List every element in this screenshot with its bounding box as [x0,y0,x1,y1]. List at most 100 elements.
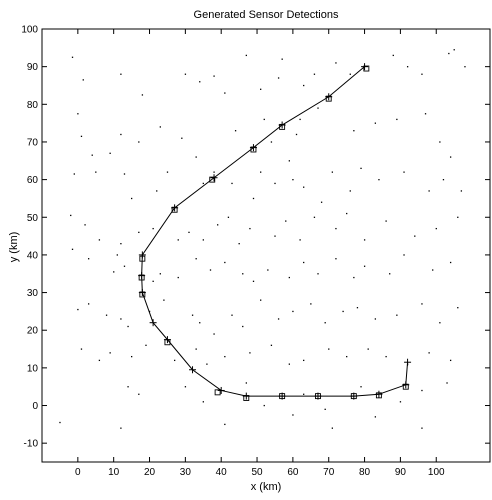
x-tick-label: 90 [395,467,407,478]
x-tick-label: 50 [251,467,263,478]
clutter-point [288,363,290,365]
clutter-point [335,258,337,260]
clutter-point [116,254,118,256]
clutter-point [374,416,377,418]
clutter-point [396,118,398,121]
detection-point [171,206,178,213]
track-point [149,319,157,327]
clutter-point [378,179,380,181]
clutter-point [303,359,305,362]
x-tick-label: 100 [428,467,445,478]
clutter-point [202,182,204,185]
clutter-point [80,135,83,138]
clutter-point [227,216,230,218]
clutter-point [131,197,133,200]
clutter-point [295,133,298,136]
clutter-point [71,248,74,250]
clutter-point [288,160,290,162]
x-axis-label: x (km) [251,481,282,493]
track-point [189,366,197,374]
clutter-point [159,126,161,128]
clutter-point [95,171,97,173]
clutter-point [435,227,437,230]
y-tick-label: 70 [27,137,39,148]
clutter-point [213,333,215,335]
y-tick-label: 60 [27,175,39,186]
clutter-point [120,133,122,136]
clutter-point [403,171,405,173]
clutter-point [224,261,226,264]
clutter-point [424,113,427,115]
clutter-point [385,220,387,222]
clutter-point [252,280,255,282]
clutter-point [184,73,187,75]
clutter-point [82,79,84,81]
x-tick-label: 20 [144,467,156,478]
detection-point [139,255,146,262]
clutter-point [120,243,122,245]
plot-area [41,28,491,463]
clutter-point [281,58,283,60]
clutter-point [77,113,79,115]
clutter-point [77,308,79,311]
clutter-point [374,318,377,320]
clutter-point [213,75,215,77]
clutter-point [360,386,362,388]
clutter-point [288,276,290,279]
clutter-point [313,73,316,75]
clutter-point [91,154,93,156]
y-tick-label: 50 [27,213,39,224]
clutter-point [109,152,111,154]
detection-point [250,146,257,153]
clutter-point [439,322,441,324]
clutter-point [120,427,122,429]
clutter-point [84,224,86,226]
clutter-point [421,73,423,75]
clutter-point [152,227,154,230]
clutter-point [260,171,262,173]
detection-point [279,123,286,130]
clutter-point [245,54,247,57]
detection-point [243,395,250,401]
clutter-point [159,273,161,275]
clutter-point [231,182,233,185]
clutter-point [163,299,165,301]
clutter-point [356,307,359,309]
clutter-point [328,348,330,350]
clutter-point [449,156,452,158]
clutter-point [145,344,147,346]
clutter-point [191,314,194,316]
clutter-point [123,173,126,175]
clutter-point [363,265,366,267]
y-tick-label: 0 [32,401,38,412]
clutter-point [87,258,90,260]
clutter-point [428,190,430,192]
clutter-point [177,239,179,241]
y-tick-label: -10 [24,439,39,450]
y-tick-label: 20 [27,326,39,337]
track-point [217,386,225,394]
clutter-point [446,382,448,384]
detection-point [375,392,382,399]
clutter-point [166,171,169,173]
clutter-point [113,271,115,273]
clutter-point [242,325,244,328]
detection-point [164,339,171,346]
clutter-point [263,404,265,407]
clutter-point [432,269,434,271]
detection-point [402,383,409,390]
clutter-point [59,421,61,424]
clutter-point [195,258,197,260]
clutter-point [292,179,294,181]
clutter-point [249,227,251,230]
clutter-point [320,201,323,203]
clutter-point [421,303,423,305]
clutter-point [303,261,305,264]
clutter-point [349,73,351,75]
clutter-point [292,310,294,313]
clutter-point [277,318,280,320]
clutter-point [87,303,90,305]
x-tick-label: 0 [75,467,81,478]
clutter-point [335,62,337,64]
